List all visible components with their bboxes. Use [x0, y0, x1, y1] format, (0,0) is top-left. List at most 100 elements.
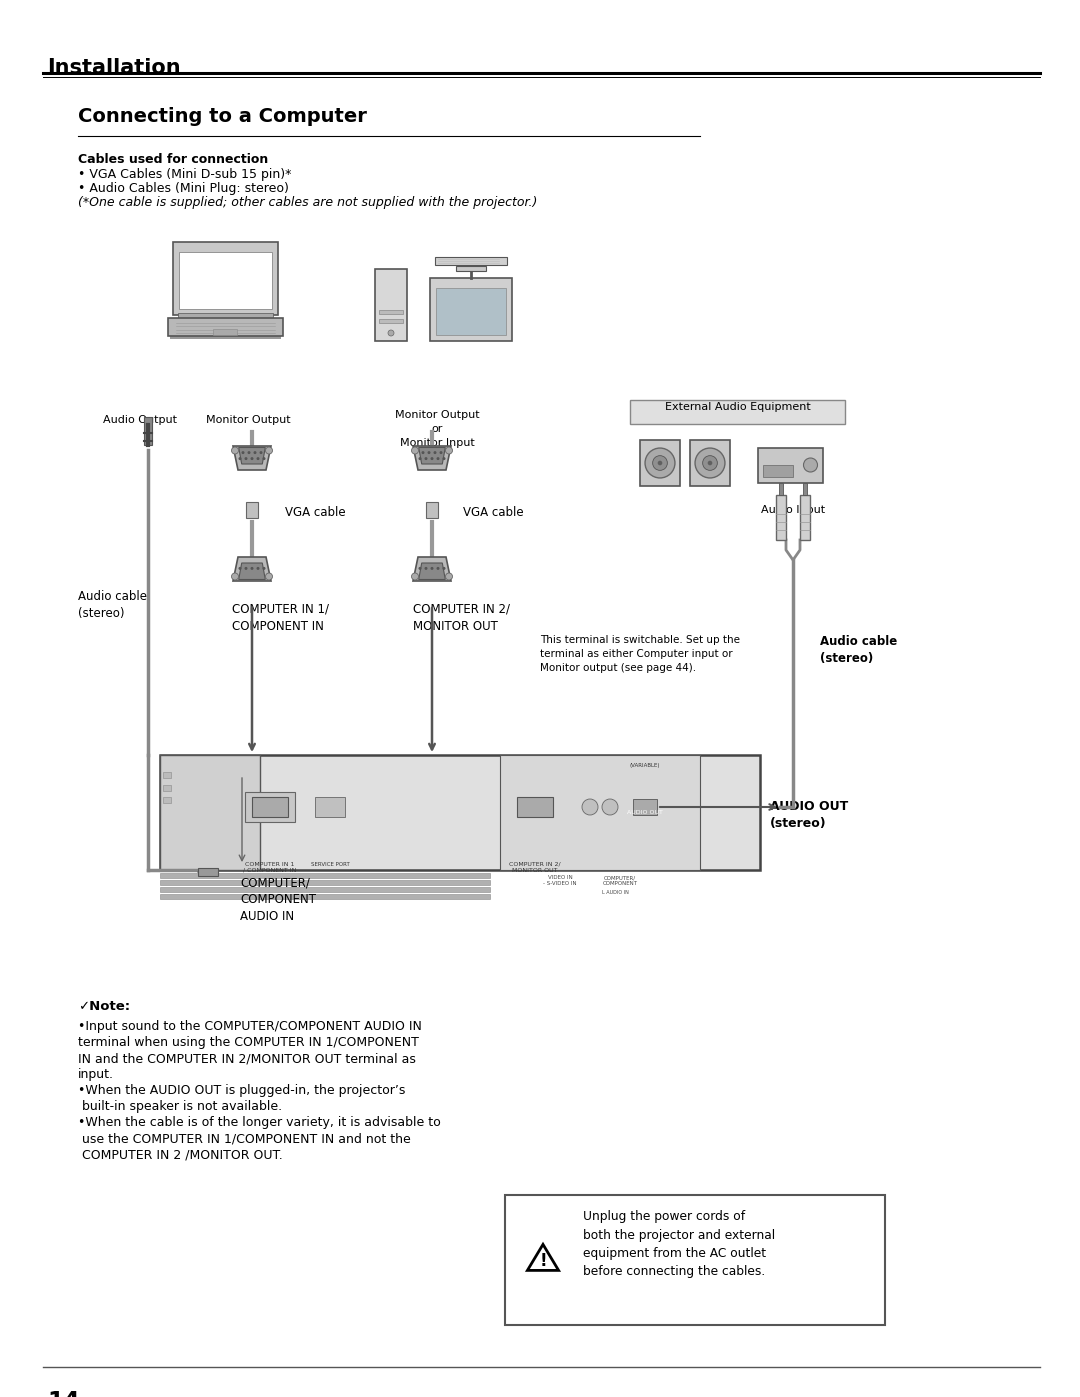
Text: AUDIO OUT: AUDIO OUT [627, 810, 663, 814]
Circle shape [419, 457, 421, 460]
Circle shape [696, 448, 725, 478]
Circle shape [703, 455, 717, 471]
Bar [379, 319, 403, 323]
Bar [163, 798, 171, 803]
Circle shape [242, 451, 244, 454]
Bar [757, 447, 823, 482]
Text: COMPUTER IN 1/
COMPONENT IN: COMPUTER IN 1/ COMPONENT IN [232, 604, 329, 633]
Circle shape [602, 799, 618, 814]
Circle shape [262, 457, 266, 460]
Polygon shape [239, 447, 266, 464]
Bar [177, 313, 272, 319]
Bar [170, 335, 281, 339]
Bar [160, 887, 490, 893]
Circle shape [804, 458, 818, 472]
Bar [163, 785, 171, 791]
Bar [245, 792, 295, 821]
Polygon shape [413, 557, 451, 581]
Text: VGA cable: VGA cable [285, 506, 346, 518]
Circle shape [247, 451, 251, 454]
Circle shape [431, 457, 433, 460]
Circle shape [388, 330, 394, 337]
Circle shape [431, 567, 433, 570]
Circle shape [424, 567, 428, 570]
Circle shape [419, 567, 421, 570]
Circle shape [645, 448, 675, 478]
Bar [430, 278, 512, 341]
Circle shape [421, 451, 424, 454]
Circle shape [231, 447, 239, 454]
Circle shape [266, 573, 272, 580]
Circle shape [262, 567, 266, 570]
Circle shape [707, 461, 713, 465]
Text: Installation: Installation [48, 59, 180, 78]
Text: Unplug the power cords of
both the projector and external
equipment from the AC : Unplug the power cords of both the proje… [583, 1210, 775, 1278]
Circle shape [254, 451, 257, 454]
Bar [517, 798, 553, 817]
Text: This terminal is switchable. Set up the
terminal as either Computer input or
Mon: This terminal is switchable. Set up the … [540, 636, 740, 673]
Bar [173, 242, 278, 314]
Polygon shape [233, 557, 271, 581]
Text: Connecting to a Computer: Connecting to a Computer [78, 108, 367, 126]
Circle shape [411, 573, 419, 580]
Bar [144, 416, 152, 446]
Circle shape [658, 461, 662, 465]
Bar [633, 799, 657, 814]
Text: VGA cable: VGA cable [463, 506, 524, 518]
Circle shape [436, 457, 440, 460]
Circle shape [443, 457, 446, 460]
Bar [690, 440, 730, 486]
Text: COMPUTER/
COMPONENT: COMPUTER/ COMPONENT [603, 875, 637, 886]
Text: Audio cable
(stereo): Audio cable (stereo) [820, 636, 897, 665]
Bar [630, 400, 845, 425]
Text: • VGA Cables (Mini D-sub 15 pin)*: • VGA Cables (Mini D-sub 15 pin)* [78, 168, 292, 182]
Text: COMPUTER/
COMPONENT
AUDIO IN: COMPUTER/ COMPONENT AUDIO IN [240, 876, 316, 923]
Text: (*One cable is supplied; other cables are not supplied with the projector.): (*One cable is supplied; other cables ar… [78, 196, 538, 210]
Bar [163, 773, 171, 778]
Bar [435, 257, 507, 265]
Circle shape [411, 447, 419, 454]
Circle shape [440, 451, 443, 454]
Bar [762, 464, 793, 476]
Bar [426, 502, 438, 518]
Circle shape [446, 447, 453, 454]
Text: Audio Input: Audio Input [761, 504, 825, 515]
Bar [160, 894, 490, 900]
Bar [800, 495, 810, 541]
Circle shape [251, 567, 254, 570]
Text: built-in speaker is not available.: built-in speaker is not available. [78, 1099, 282, 1113]
Circle shape [244, 457, 247, 460]
Polygon shape [419, 447, 445, 464]
Text: use the COMPUTER IN 1/COMPONENT IN and not the: use the COMPUTER IN 1/COMPONENT IN and n… [78, 1132, 410, 1146]
Circle shape [259, 451, 262, 454]
Text: • Audio Cables (Mini Plug: stereo): • Audio Cables (Mini Plug: stereo) [78, 182, 288, 196]
Text: IN and the COMPUTER IN 2/MONITOR OUT terminal as: IN and the COMPUTER IN 2/MONITOR OUT ter… [78, 1052, 416, 1065]
Circle shape [231, 573, 239, 580]
Polygon shape [239, 563, 266, 580]
Circle shape [239, 567, 242, 570]
Text: AUDIO OUT
(stereo): AUDIO OUT (stereo) [770, 800, 848, 830]
Text: •Input sound to the COMPUTER/COMPONENT AUDIO IN: •Input sound to the COMPUTER/COMPONENT A… [78, 1020, 422, 1032]
Circle shape [436, 567, 440, 570]
Text: L AUDIO IN: L AUDIO IN [602, 890, 629, 895]
Circle shape [251, 457, 254, 460]
Polygon shape [233, 446, 271, 469]
Circle shape [424, 457, 428, 460]
Polygon shape [413, 446, 451, 469]
Text: Audio cable
(stereo): Audio cable (stereo) [78, 590, 147, 620]
Bar [375, 270, 407, 341]
Text: Audio Output: Audio Output [103, 415, 177, 425]
Bar [500, 754, 700, 870]
Circle shape [443, 567, 446, 570]
Bar [505, 1194, 885, 1324]
Circle shape [428, 451, 431, 454]
Bar [640, 440, 679, 486]
Bar [167, 319, 283, 337]
Text: ✓Note:: ✓Note: [78, 1000, 130, 1013]
Circle shape [257, 457, 259, 460]
Bar [379, 310, 403, 314]
Bar [315, 798, 345, 817]
Text: 14: 14 [48, 1390, 80, 1397]
Circle shape [582, 799, 598, 814]
Text: COMPUTER IN 2/
MONITOR OUT: COMPUTER IN 2/ MONITOR OUT [413, 604, 510, 633]
